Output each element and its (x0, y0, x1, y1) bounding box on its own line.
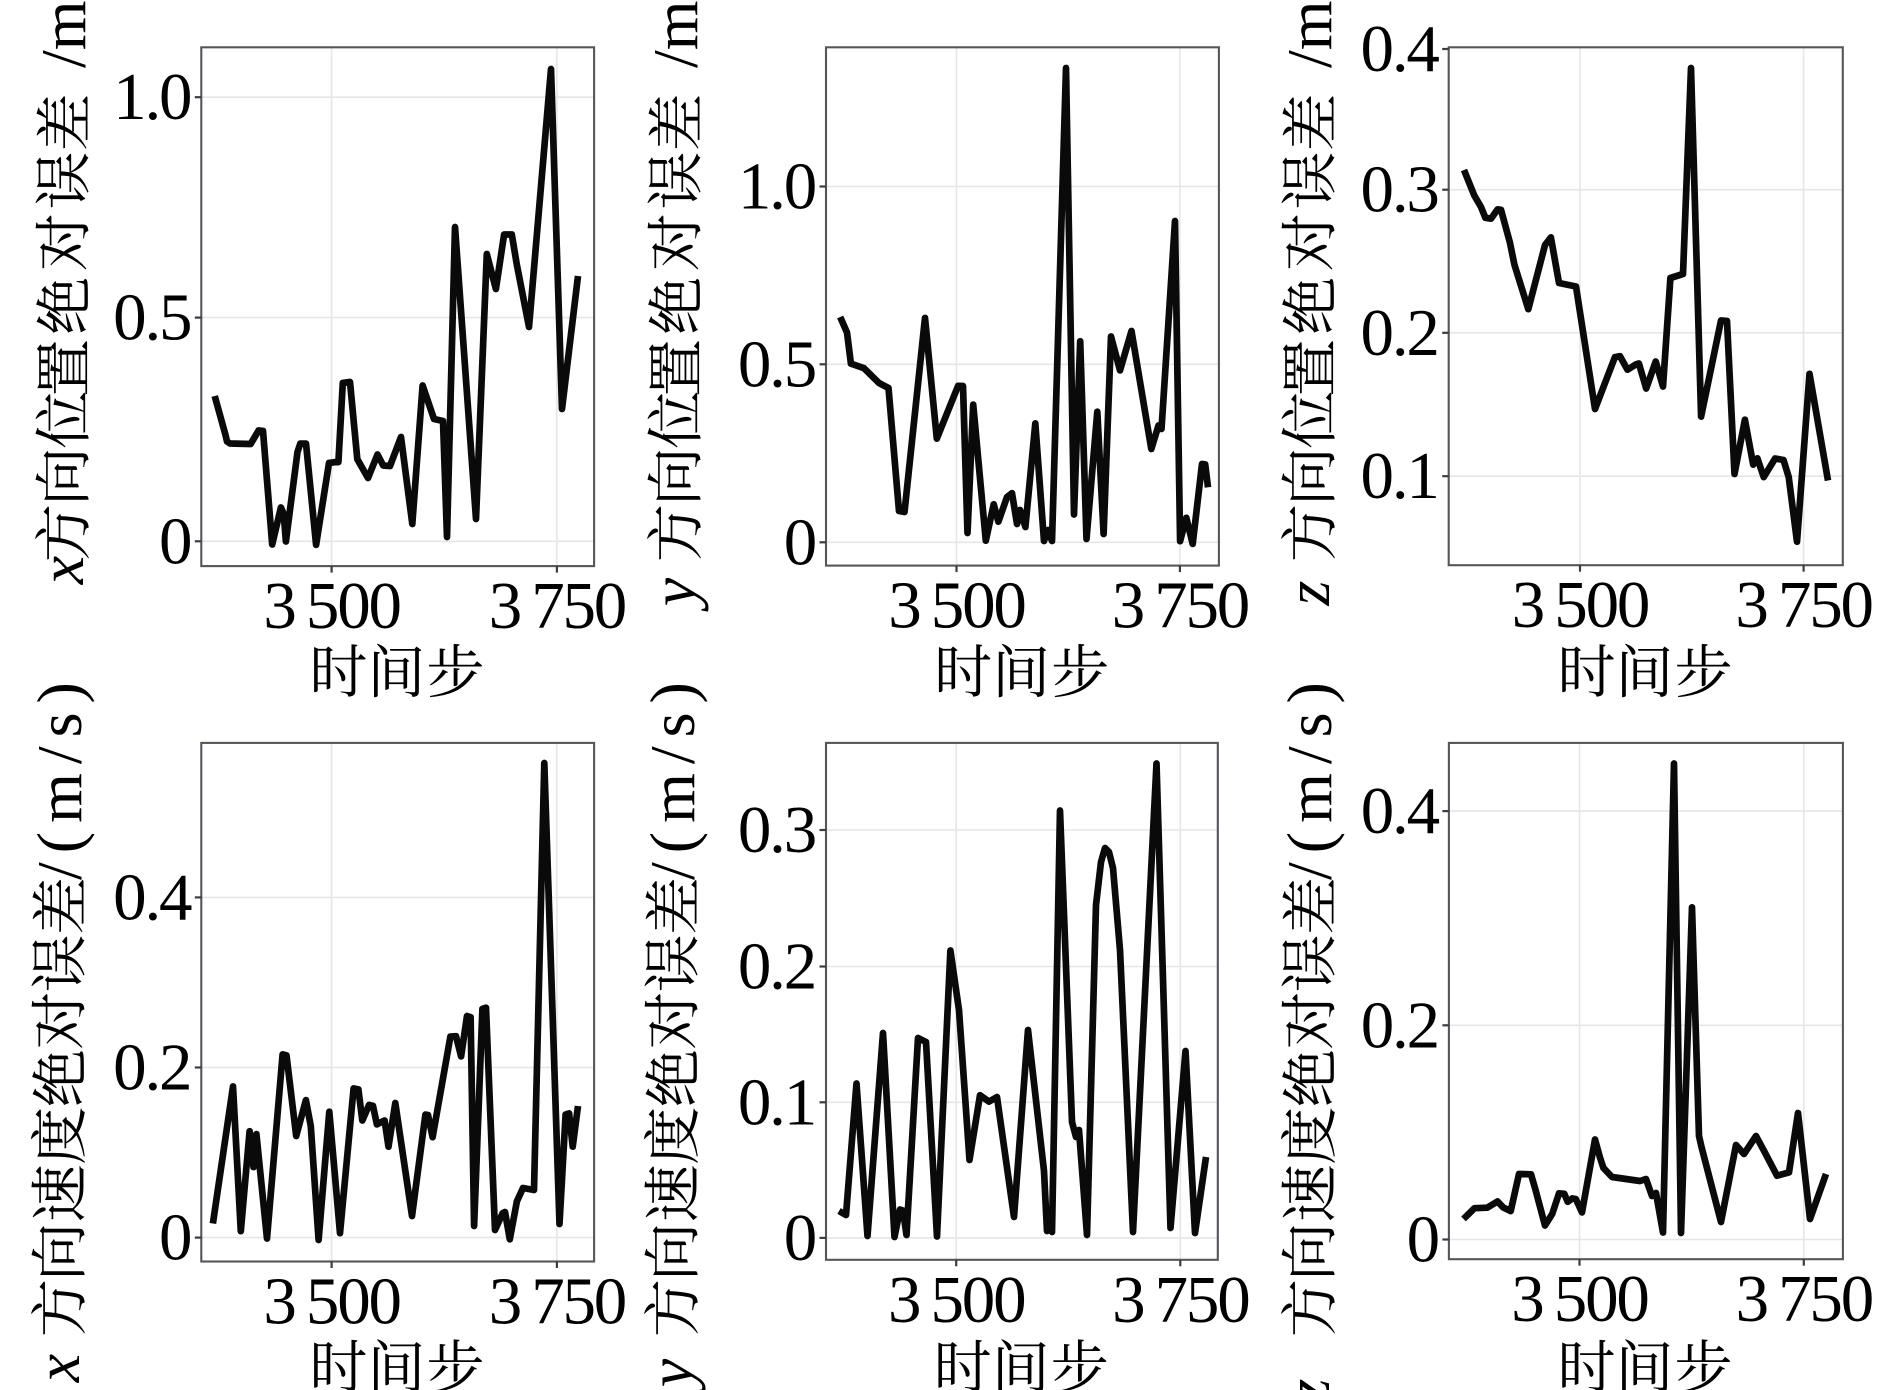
svg-text:3 500: 3 500 (888, 1263, 1024, 1337)
svg-text:0: 0 (159, 1201, 190, 1275)
svg-text:0: 0 (159, 504, 190, 578)
svg-text:/m: /m (28, 0, 99, 68)
svg-text:z: z (1272, 1378, 1343, 1390)
svg-text:0.3: 0.3 (738, 793, 815, 867)
svg-text:/(m/s): /(m/s) (637, 673, 708, 880)
svg-text:3 750: 3 750 (1112, 1263, 1248, 1337)
svg-text:0.4: 0.4 (1361, 12, 1440, 86)
svg-text:3 500: 3 500 (888, 569, 1024, 643)
svg-text:y: y (638, 577, 709, 612)
svg-text:x: x (22, 1354, 93, 1383)
svg-text:3 500: 3 500 (1511, 1262, 1647, 1336)
svg-text:1.0: 1.0 (113, 60, 190, 134)
svg-text:0: 0 (1407, 1203, 1438, 1277)
svg-text:/m: /m (640, 0, 711, 68)
svg-text:x: x (26, 556, 97, 585)
svg-text:0.2: 0.2 (738, 930, 815, 1004)
svg-text:1.0: 1.0 (738, 150, 815, 224)
svg-text:0.4: 0.4 (1361, 774, 1440, 848)
svg-text:/(m/s): /(m/s) (24, 673, 95, 880)
svg-text:3 500: 3 500 (263, 569, 399, 643)
svg-text:0.4: 0.4 (113, 860, 192, 934)
svg-text:0: 0 (784, 1201, 815, 1275)
svg-text:0.3: 0.3 (1361, 153, 1438, 227)
svg-text:/m: /m (1274, 0, 1345, 68)
svg-text:3 750: 3 750 (489, 569, 625, 643)
svg-text:0.5: 0.5 (738, 327, 815, 401)
svg-text:3 750: 3 750 (489, 1265, 625, 1339)
svg-text:0.5: 0.5 (113, 281, 190, 355)
svg-text:0: 0 (784, 505, 815, 579)
svg-text:z: z (1272, 580, 1343, 606)
svg-text:3 750: 3 750 (1735, 568, 1871, 642)
svg-text:y: y (635, 1358, 706, 1390)
svg-text:0.2: 0.2 (1361, 988, 1438, 1062)
svg-text:0.2: 0.2 (113, 1031, 190, 1105)
svg-text:0.2: 0.2 (1361, 296, 1438, 370)
svg-text:3 500: 3 500 (1512, 568, 1648, 642)
svg-text:/(m/s): /(m/s) (1274, 673, 1345, 880)
svg-text:3 500: 3 500 (263, 1265, 399, 1339)
svg-text:3 750: 3 750 (1736, 1262, 1872, 1336)
svg-text:3 750: 3 750 (1112, 569, 1248, 643)
svg-text:0.1: 0.1 (1361, 439, 1438, 513)
svg-text:0.1: 0.1 (738, 1065, 815, 1139)
